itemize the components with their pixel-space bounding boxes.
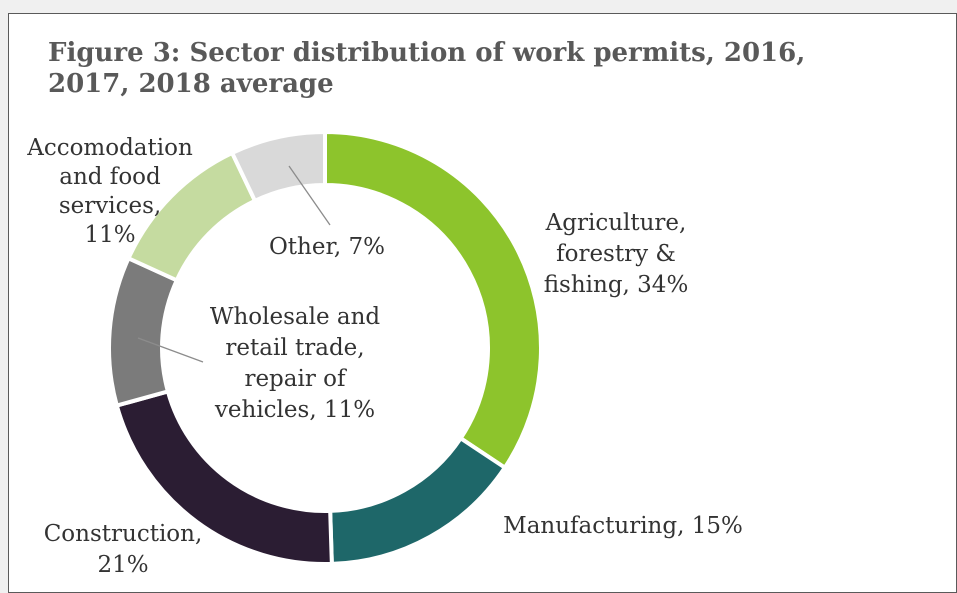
label-accommodation-line: and food [59, 164, 161, 190]
label-wholesale-line: Wholesale and [210, 304, 381, 330]
label-other: Other, 7% [269, 234, 385, 260]
label-accommodation-line: Accomodation [26, 135, 193, 161]
label-agriculture-line: Agriculture, [545, 210, 687, 236]
label-accommodation: Accomodation and food services, 11% [26, 135, 193, 248]
label-construction-line: 21% [97, 552, 148, 578]
label-agriculture-line: fishing, 34% [544, 272, 689, 298]
label-manufacturing-line: Manufacturing, 15% [503, 513, 743, 539]
slice-agriculture [323, 129, 543, 471]
label-accommodation-line: 11% [84, 222, 135, 248]
label-manufacturing: Manufacturing, 15% [503, 513, 743, 539]
label-wholesale-line: retail trade, [225, 335, 364, 361]
label-agriculture-line: forestry & [556, 241, 676, 267]
slice-wholesale [107, 255, 180, 409]
label-accommodation-line: services, [59, 193, 161, 219]
label-wholesale: Wholesale and retail trade, repair of vehic… [210, 304, 381, 423]
label-agriculture: Agriculture, forestry & fishing, 34% [544, 210, 689, 298]
label-wholesale-line: repair of [244, 366, 347, 392]
label-other-line: Other, 7% [269, 234, 385, 260]
label-construction-line: Construction, [44, 521, 203, 547]
slice-manufacturing [328, 435, 508, 566]
label-wholesale-line: vehicles, 11% [214, 397, 375, 423]
leader-line-wholesale [137, 337, 204, 363]
leader-line-other [288, 165, 331, 226]
label-construction: Construction, 21% [44, 521, 203, 578]
chart-title: Figure 3: Sector distribution of work pe… [48, 38, 806, 99]
